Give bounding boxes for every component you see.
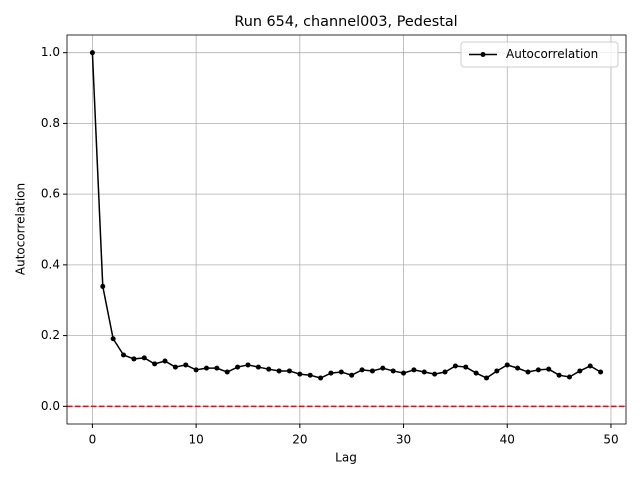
data-point bbox=[100, 283, 106, 289]
x-tick-label: 30 bbox=[396, 433, 411, 447]
data-line bbox=[91, 52, 601, 379]
data-point bbox=[504, 362, 510, 368]
data-point bbox=[484, 375, 490, 381]
data-point bbox=[587, 363, 593, 369]
data-point bbox=[515, 365, 521, 371]
data-point bbox=[172, 364, 178, 370]
data-point bbox=[224, 369, 230, 375]
legend-label: Autocorrelation bbox=[506, 47, 598, 61]
data-point bbox=[152, 361, 158, 367]
data-point bbox=[255, 364, 261, 370]
y-tick-label: 0.2 bbox=[41, 328, 60, 342]
data-point bbox=[338, 369, 344, 375]
data-point bbox=[235, 364, 241, 370]
y-tick-label: 0.4 bbox=[41, 257, 60, 271]
data-point bbox=[214, 365, 220, 371]
y-tick-label: 0.8 bbox=[41, 116, 60, 130]
data-point bbox=[203, 365, 209, 371]
data-point bbox=[546, 366, 552, 372]
data-point bbox=[266, 366, 272, 372]
data-point bbox=[473, 370, 479, 376]
y-axis-label: Autocorrelation bbox=[14, 183, 28, 275]
data-point bbox=[598, 369, 604, 375]
legend-box bbox=[460, 41, 619, 68]
plot-frame bbox=[66, 34, 627, 425]
data-point bbox=[442, 369, 448, 375]
data-point bbox=[89, 50, 95, 56]
data-point bbox=[390, 368, 396, 374]
y-tick-label: 0.6 bbox=[41, 187, 60, 201]
data-point bbox=[121, 352, 127, 358]
data-point bbox=[193, 367, 199, 373]
data-point bbox=[452, 363, 458, 369]
data-point bbox=[369, 368, 375, 374]
y-tick-label: 1.0 bbox=[41, 45, 60, 59]
data-point bbox=[276, 368, 282, 374]
data-point bbox=[131, 356, 137, 362]
data-point bbox=[463, 364, 469, 370]
data-point bbox=[318, 375, 324, 381]
data-point bbox=[566, 374, 572, 380]
data-point bbox=[380, 365, 386, 371]
x-tick-label: 40 bbox=[500, 433, 515, 447]
legend-marker bbox=[480, 52, 486, 57]
x-tick-label: 20 bbox=[292, 433, 307, 447]
data-point bbox=[141, 355, 147, 361]
data-point bbox=[349, 372, 355, 378]
data-point bbox=[535, 367, 541, 373]
data-point bbox=[110, 336, 116, 342]
y-tick-label: 0.0 bbox=[41, 399, 60, 413]
data-point bbox=[286, 368, 292, 374]
x-tick-label: 0 bbox=[89, 433, 97, 447]
data-point bbox=[577, 368, 583, 374]
x-axis-label: Lag bbox=[335, 451, 357, 465]
x-tick-label: 50 bbox=[603, 433, 618, 447]
data-point bbox=[401, 370, 407, 376]
data-point bbox=[297, 371, 303, 377]
data-point bbox=[359, 367, 365, 373]
data-point bbox=[421, 369, 427, 375]
data-point bbox=[556, 372, 562, 378]
data-point bbox=[432, 371, 438, 377]
data-point bbox=[525, 369, 531, 375]
data-point bbox=[183, 362, 189, 368]
data-point bbox=[494, 368, 500, 374]
data-point bbox=[328, 370, 334, 376]
data-point bbox=[245, 362, 251, 368]
data-point bbox=[411, 367, 417, 373]
x-tick-label: 10 bbox=[188, 433, 203, 447]
chart-title: Run 654, channel003, Pedestal bbox=[234, 14, 457, 30]
data-point bbox=[307, 372, 313, 378]
data-point bbox=[162, 358, 168, 364]
